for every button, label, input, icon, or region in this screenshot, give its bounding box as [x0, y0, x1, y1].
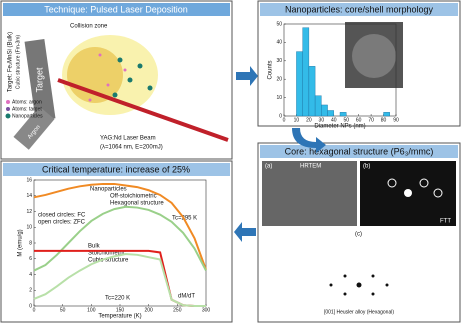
label: HRTEM — [300, 164, 321, 170]
x-tick-label: 80 — [381, 117, 387, 123]
y-tick-label: 50 — [276, 21, 282, 27]
panel-title: Nanoparticles: core/shell morphology — [285, 4, 434, 14]
annotation: Bulk — [88, 244, 101, 250]
bar — [309, 66, 315, 116]
y-axis-label: M (emu/g) — [18, 229, 24, 256]
y-tick-label: 30 — [276, 58, 282, 64]
ftt-spot — [404, 189, 412, 197]
label: YAG:Nd Laser Beam — [100, 136, 156, 142]
bar — [315, 96, 321, 116]
label: (b) — [363, 164, 370, 170]
annotation: Nanoparticles — [90, 187, 127, 193]
y-tick-label: 10 — [26, 225, 32, 231]
x-tick-label: 100 — [87, 307, 96, 313]
panel-title: Technique: Pulsed Laser Deposition — [44, 4, 188, 14]
y-tick-label: 0 — [29, 303, 32, 309]
label: Target — [34, 67, 44, 93]
label: (λ=1064 nm, E=200mJ) — [100, 145, 163, 151]
legend-label: Atoms: target — [12, 106, 42, 112]
arrow — [234, 222, 256, 242]
hrtem-image — [262, 161, 357, 226]
x-tick-label: 300 — [202, 307, 211, 313]
y-tick-label: 0 — [279, 113, 282, 119]
annotation: closed circles: FC — [38, 213, 86, 219]
y-tick-label: 12 — [26, 209, 32, 215]
bar — [321, 105, 327, 116]
legend-label: Nanoparticles — [12, 113, 43, 119]
x-tick-label: 0 — [33, 307, 36, 313]
legend-label: Atoms: argon — [12, 99, 42, 105]
x-axis-label: Temperature (K) — [98, 314, 141, 320]
y-tick-label: 14 — [26, 193, 32, 199]
y-tick-label: 4 — [29, 272, 32, 278]
bar — [340, 112, 346, 116]
x-axis-label: Diameter NPs (nm) — [314, 124, 365, 130]
label: Collision zone — [70, 24, 108, 30]
y-tick-label: 8 — [29, 240, 32, 246]
bar — [296, 52, 302, 116]
x-tick-label: 20 — [306, 117, 312, 123]
bar — [384, 112, 390, 116]
arrow — [236, 66, 258, 86]
x-tick-label: 0 — [283, 117, 286, 123]
panel-title: Core: hexagonal structure (P6₃/mmc) — [285, 146, 434, 156]
x-tick-label: 90 — [393, 117, 399, 123]
bar — [328, 110, 334, 116]
x-tick-label: 250 — [173, 307, 182, 313]
x-tick-label: 150 — [116, 307, 125, 313]
bar — [303, 28, 309, 116]
y-tick-label: 10 — [276, 95, 282, 101]
y-tick-label: 16 — [26, 177, 32, 183]
caption: [001] Heusler alloy (Hexagonal) — [324, 309, 394, 315]
label: (a) — [265, 164, 272, 170]
label: (c) — [355, 232, 362, 238]
y-tick-label: 2 — [29, 288, 32, 294]
label: FTT — [440, 219, 451, 225]
x-tick-label: 60 — [356, 117, 362, 123]
x-tick-label: 50 — [343, 117, 349, 123]
y-tick-label: 20 — [276, 77, 282, 83]
panel-title: Critical temperature: increase of 25% — [42, 164, 190, 174]
x-tick-label: 50 — [60, 307, 66, 313]
annotation: Tc=220 K — [105, 296, 130, 302]
x-tick-label: 40 — [331, 117, 337, 123]
annotation: open circles: ZFC — [38, 220, 86, 226]
annotation: Hexagonal structure — [110, 201, 164, 207]
annotation: Off-stoichiometric — [110, 194, 157, 200]
x-tick-label: 30 — [319, 117, 325, 123]
label: Cubic structure (Fm-3m) — [15, 35, 21, 90]
annotation: dM/dT — [178, 294, 195, 300]
x-tick-label: 70 — [368, 117, 374, 123]
tem-image — [352, 34, 396, 78]
x-tick-label: 10 — [294, 117, 300, 123]
y-tick-label: 6 — [29, 256, 32, 262]
x-tick-label: 200 — [144, 307, 153, 313]
label: Target: Fe₂MnSi (Bulk) — [8, 32, 14, 92]
y-axis-label: Counts — [268, 60, 274, 79]
figure: Technique: Pulsed Laser Deposition Nanop… — [0, 0, 461, 323]
y-tick-label: 40 — [276, 40, 282, 46]
